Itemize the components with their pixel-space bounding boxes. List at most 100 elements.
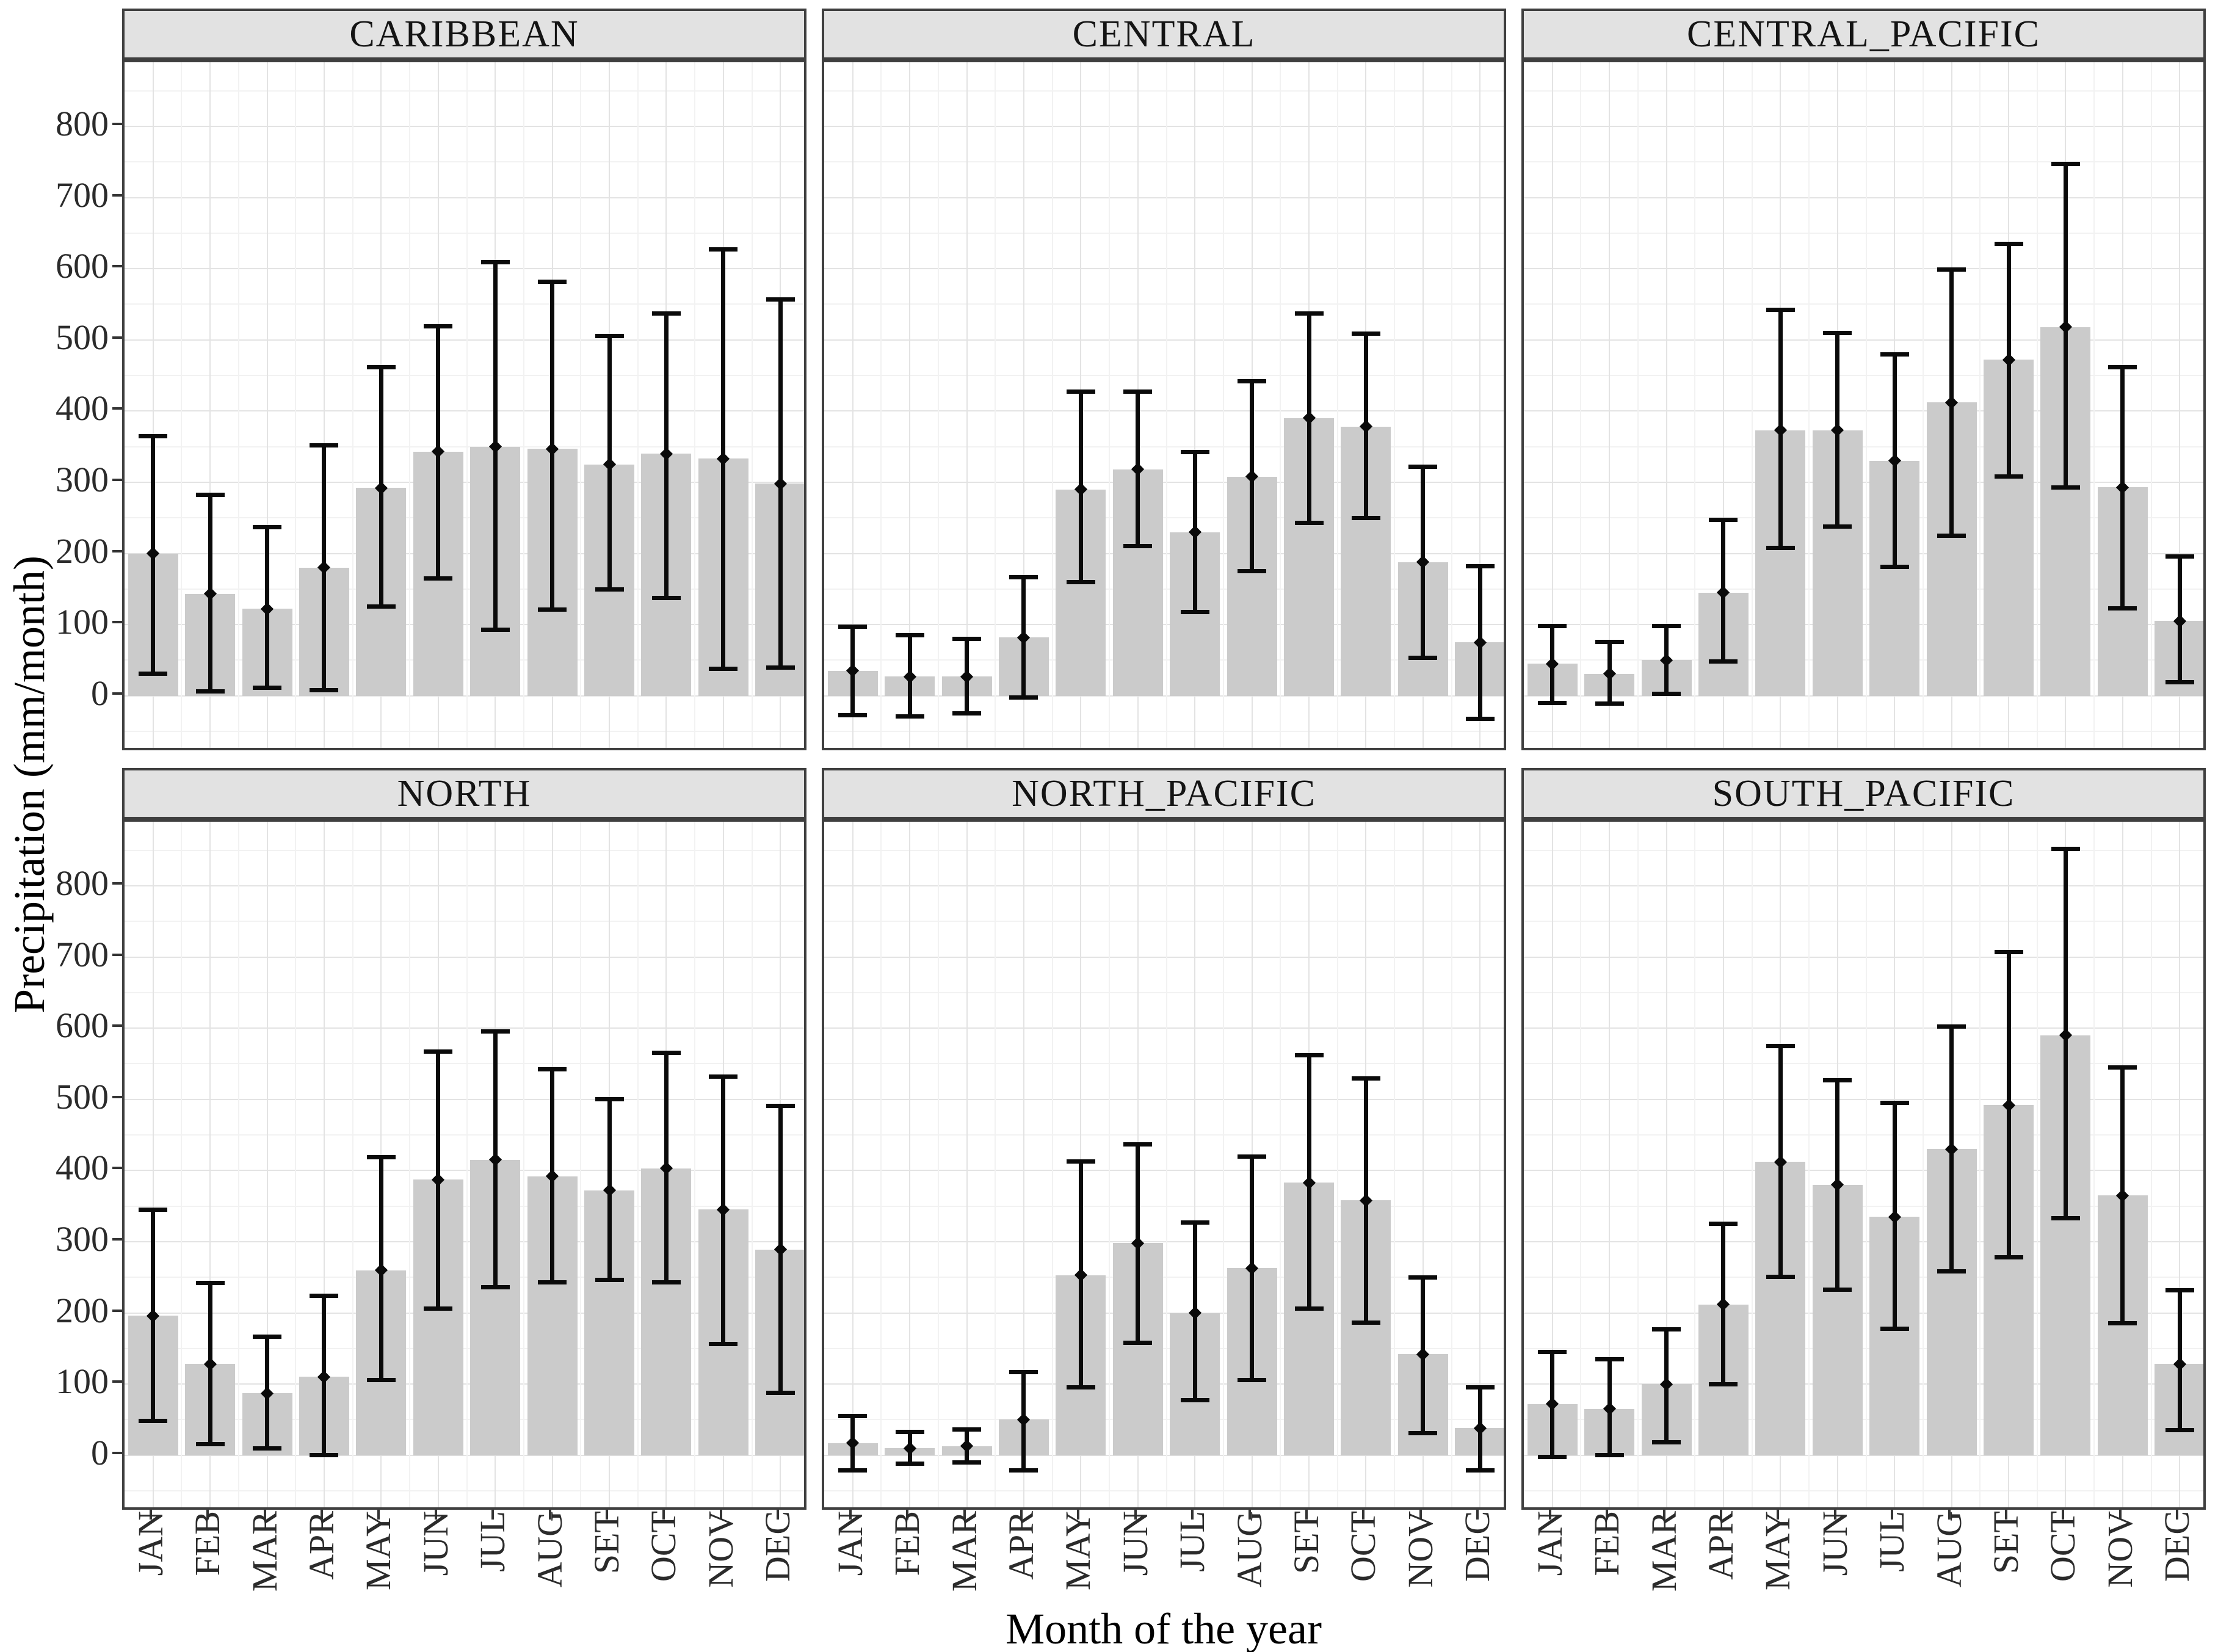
- errorbar-oct: [651, 1051, 681, 1284]
- x-axis-title: Month of the year: [1006, 1604, 1322, 1652]
- gridline-minor-v: [181, 822, 183, 1507]
- errorbar-cap-bottom: [1238, 1377, 1267, 1382]
- mean-point: [717, 452, 730, 466]
- mean-point: [147, 1309, 160, 1322]
- errorbar-cap-top: [1766, 1043, 1795, 1048]
- gridline-minor-h: [125, 921, 804, 922]
- x-tick-label-jul: JUL: [473, 1511, 513, 1572]
- errorbar-cap-bottom: [2108, 1321, 2137, 1326]
- errorbar-oct: [2051, 162, 2080, 490]
- errorbar-set: [1994, 241, 2023, 479]
- errorbar-jun: [1123, 1142, 1153, 1345]
- mean-point: [774, 1243, 787, 1256]
- gridline-minor-v: [1580, 62, 1582, 748]
- errorbar-set: [595, 1097, 624, 1283]
- y-tick-mark: [112, 194, 122, 197]
- gridline-major-v: [1194, 62, 1196, 748]
- gridline-minor-h: [1524, 1134, 2203, 1136]
- gridline-minor-v: [1165, 822, 1167, 1507]
- y-tick-mark: [112, 1309, 122, 1312]
- y-tick-mark: [112, 407, 122, 410]
- errorbar-cap-bottom: [1294, 520, 1324, 525]
- gridline-minor-h: [1524, 1419, 2203, 1421]
- errorbar-nov: [1408, 464, 1438, 661]
- errorbar-cap-bottom: [1595, 1453, 1624, 1458]
- mean-point: [1888, 1210, 1901, 1223]
- gridline-minor-h: [125, 1419, 804, 1421]
- errorbar-cap-bottom: [1880, 565, 1909, 570]
- gridline-major-h: [824, 125, 1504, 127]
- mean-point: [960, 1439, 974, 1453]
- gridline-major-h: [125, 481, 804, 483]
- mean-point: [1416, 1347, 1430, 1361]
- gridline-major-h: [1524, 481, 2203, 483]
- mean-point: [846, 664, 860, 678]
- errorbar-mar: [253, 524, 282, 690]
- facet-panel-south-pacific: [1521, 819, 2206, 1510]
- errorbar-cap-bottom: [1538, 700, 1567, 705]
- errorbar-cap-bottom: [1351, 515, 1380, 520]
- gridline-minor-v: [409, 62, 411, 748]
- gridline-minor-v: [580, 822, 582, 1507]
- errorbar-jan: [838, 1414, 868, 1473]
- y-tick-mark: [112, 1237, 122, 1241]
- facet-strip-north: NORTH: [122, 768, 806, 819]
- facet-strip-central: CENTRAL: [822, 9, 1506, 60]
- gridline-major-h: [125, 339, 804, 341]
- gridline-minor-h: [824, 517, 1504, 519]
- errorbar-cap-top: [1994, 241, 2023, 246]
- errorbar-apr: [310, 1294, 339, 1458]
- gridline-minor-h: [125, 303, 804, 305]
- gridline-major-v: [1479, 822, 1481, 1507]
- gridline-minor-v: [1394, 62, 1396, 748]
- gridline-minor-v: [937, 822, 939, 1507]
- gridline-major-v: [1479, 62, 1481, 748]
- gridline-minor-h: [125, 232, 804, 234]
- facet-strip-label: CENTRAL_PACIFIC: [1687, 13, 2040, 55]
- gridline-minor-v: [2093, 62, 2095, 748]
- x-tick-mark: [849, 1510, 852, 1520]
- x-tick-label-feb: FEB: [187, 1511, 228, 1576]
- errorbar-cap-bottom: [766, 665, 795, 670]
- errorbar-cap-top: [538, 1067, 567, 1072]
- gridline-major-h: [824, 1383, 1504, 1385]
- gridline-major-v: [1722, 822, 1724, 1507]
- gridline-minor-h: [824, 1277, 1504, 1278]
- errorbar-cap-bottom: [1652, 1440, 1681, 1445]
- gridline-minor-v: [2093, 822, 2095, 1507]
- mean-point: [546, 1170, 559, 1183]
- x-tick-mark: [1419, 1510, 1422, 1520]
- errorbar-feb: [895, 633, 924, 719]
- gridline-major-h: [1524, 1241, 2203, 1242]
- errorbar-may: [1766, 308, 1795, 550]
- mean-point: [1888, 454, 1901, 468]
- gridline-major-h: [824, 1454, 1504, 1456]
- x-tick-label-dec: DEC: [2157, 1511, 2197, 1582]
- mean-point: [2059, 1029, 2073, 1042]
- mean-point: [1017, 631, 1031, 644]
- x-tick-mark: [1833, 1510, 1836, 1520]
- gridline-major-h: [125, 197, 804, 198]
- gridline-major-v: [966, 62, 968, 748]
- gridline-major-h: [125, 956, 804, 958]
- errorbar-cap-bottom: [1937, 1269, 1966, 1274]
- errorbar-cap-bottom: [1123, 544, 1153, 549]
- gridline-major-h: [824, 1027, 1504, 1029]
- errorbar-cap-top: [480, 1029, 510, 1034]
- errorbar-cap-top: [2051, 846, 2080, 851]
- errorbar-cap-top: [253, 1334, 282, 1339]
- gridline-minor-v: [1979, 62, 1981, 748]
- x-tick-label-jun: JUN: [1115, 1511, 1155, 1576]
- errorbar-jul: [1180, 450, 1209, 614]
- mean-point: [260, 1386, 274, 1400]
- gridline-minor-h: [824, 1063, 1504, 1065]
- errorbar-cap-bottom: [895, 1462, 924, 1466]
- y-tick-label: 0: [91, 1432, 109, 1473]
- y-tick-mark: [112, 1380, 122, 1383]
- gridline-minor-v: [1280, 822, 1281, 1507]
- errorbar-cap-bottom: [366, 604, 396, 609]
- x-tick-label-jun: JUN: [415, 1511, 455, 1576]
- errorbar-cap-bottom: [1123, 1340, 1153, 1345]
- gridline-minor-v: [352, 822, 353, 1507]
- errorbar-cap-bottom: [2165, 680, 2194, 685]
